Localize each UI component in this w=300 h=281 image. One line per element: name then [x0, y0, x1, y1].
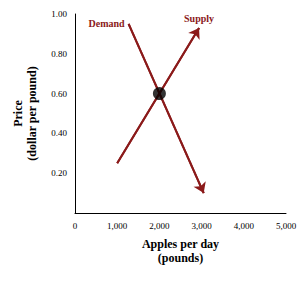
svg-text:4,000: 4,000 [234, 221, 255, 231]
svg-text:5,000: 5,000 [276, 221, 297, 231]
svg-text:(dollar per pound): (dollar per pound) [25, 66, 39, 160]
svg-text:3,000: 3,000 [191, 221, 212, 231]
svg-text:1,000: 1,000 [107, 221, 128, 231]
svg-text:Price: Price [11, 100, 25, 127]
svg-text:0.40: 0.40 [51, 128, 67, 138]
svg-text:2,000: 2,000 [149, 221, 170, 231]
svg-text:0.60: 0.60 [51, 89, 67, 99]
svg-text:Apples per day: Apples per day [142, 237, 219, 251]
svg-text:1.00: 1.00 [51, 9, 67, 19]
svg-text:Supply: Supply [184, 13, 214, 24]
svg-text:(pounds): (pounds) [158, 251, 203, 265]
svg-text:Demand: Demand [88, 18, 125, 29]
svg-text:0: 0 [73, 221, 78, 231]
svg-text:0.20: 0.20 [51, 168, 67, 178]
svg-text:0.80: 0.80 [51, 49, 67, 59]
